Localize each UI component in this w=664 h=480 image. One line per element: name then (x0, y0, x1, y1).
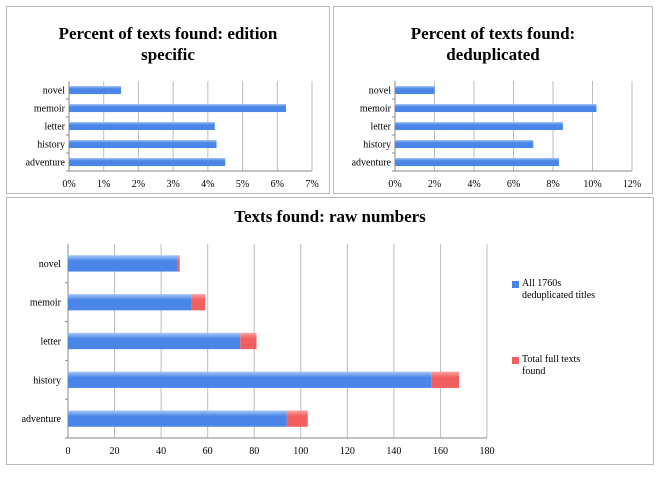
x-tick-label: 0% (62, 179, 75, 190)
chart-deduplicated: 0% 2% 4% 6% 8% 10% 12% adventure history letter me… (352, 81, 641, 190)
bar-adventure-series-1 (286, 410, 308, 427)
bar-history (69, 139, 217, 149)
x-tick-label: 2% (428, 179, 441, 190)
x-tick-label: 3% (166, 179, 179, 190)
bar-novel (395, 85, 435, 95)
legend-entry-full-texts: Total full texts found (522, 354, 581, 377)
y-tick-label: novel (43, 86, 65, 97)
x-tick-label: 160 (433, 446, 448, 457)
bar-novel-series-1 (177, 255, 180, 272)
y-tick-label: memoir (34, 104, 66, 115)
x-tick-label: 40 (156, 446, 166, 457)
chart-edition-specific: 0% 1% 2% 3% 4% 5% 6% 7% adventure history letter me… (26, 81, 319, 190)
chart-title: Texts found: raw numbers (234, 207, 426, 226)
bar-letter-series-0 (68, 332, 241, 350)
bar-history-series-0 (68, 371, 432, 388)
chart-panel-raw-numbers: Texts found: raw numbers 0 20 40 60 80 100 120… (6, 197, 654, 465)
bar-adventure (69, 157, 226, 167)
y-tick-label: novel (369, 86, 391, 97)
bar-adventure-series-0 (68, 410, 287, 427)
x-tick-label: 10% (583, 179, 601, 190)
y-tick-label: letter (40, 337, 61, 348)
y-tick-label: memoir (30, 298, 62, 309)
chart-title: Percent of texts found: edition specific (58, 24, 278, 64)
bar-letter (395, 121, 563, 131)
x-tick-label: 100 (293, 446, 308, 457)
legend-entry-deduplicated: All 1760s deduplicated titles (522, 278, 596, 301)
x-tick-label: 7% (305, 179, 318, 190)
y-tick-label: history (37, 140, 65, 151)
x-tick-label: 8% (546, 179, 559, 190)
y-tick-label: history (363, 140, 391, 151)
x-tick-label: 60 (203, 446, 213, 457)
legend-swatch-deduplicated (512, 281, 519, 288)
y-tick-label: letter (370, 122, 391, 133)
y-tick-label: adventure (26, 158, 66, 169)
y-tick-label: adventure (22, 414, 62, 425)
bar-memoir (69, 103, 286, 113)
bar-adventure (395, 157, 559, 167)
y-tick-label: novel (39, 259, 61, 270)
legend-swatch-full-texts (512, 357, 519, 364)
chart-title: Percent of texts found: deduplicated (410, 24, 576, 64)
x-tick-label: 20 (110, 446, 120, 457)
bar-memoir (395, 103, 597, 113)
x-tick-label: 120 (340, 446, 355, 457)
y-tick-label: adventure (352, 158, 392, 169)
x-tick-label: 1% (97, 179, 110, 190)
chart-panel-deduplicated: Percent of texts found: deduplicated 0% 2… (333, 6, 653, 194)
x-tick-label: 6% (271, 179, 284, 190)
y-tick-label: memoir (360, 104, 392, 115)
x-tick-label: 80 (249, 446, 259, 457)
bar-history-series-1 (431, 371, 460, 388)
x-tick-label: 4% (201, 179, 214, 190)
x-tick-label: 4% (467, 179, 480, 190)
bar-history (395, 139, 534, 149)
x-tick-label: 12% (623, 179, 641, 190)
x-tick-label: 180 (480, 446, 495, 457)
x-tick-label: 6% (507, 179, 520, 190)
chart-raw-numbers: 0 20 40 60 80 100 120 140 160 180 adventure history… (22, 244, 495, 457)
chart-panel-edition-specific: Percent of texts found: edition specific… (6, 6, 330, 194)
bar-novel (69, 85, 122, 95)
bar-letter-series-1 (240, 332, 257, 350)
x-tick-label: 2% (132, 179, 145, 190)
x-tick-label: 140 (386, 446, 401, 457)
x-tick-label: 0% (388, 179, 401, 190)
bar-novel-series-0 (68, 255, 178, 272)
y-tick-label: letter (44, 122, 65, 133)
y-tick-label: history (33, 375, 61, 386)
bar-memoir-series-0 (68, 294, 192, 311)
x-tick-label: 5% (236, 179, 249, 190)
bar-memoir-series-1 (191, 294, 206, 311)
x-tick-label: 0 (66, 446, 71, 457)
bar-letter (69, 121, 215, 131)
